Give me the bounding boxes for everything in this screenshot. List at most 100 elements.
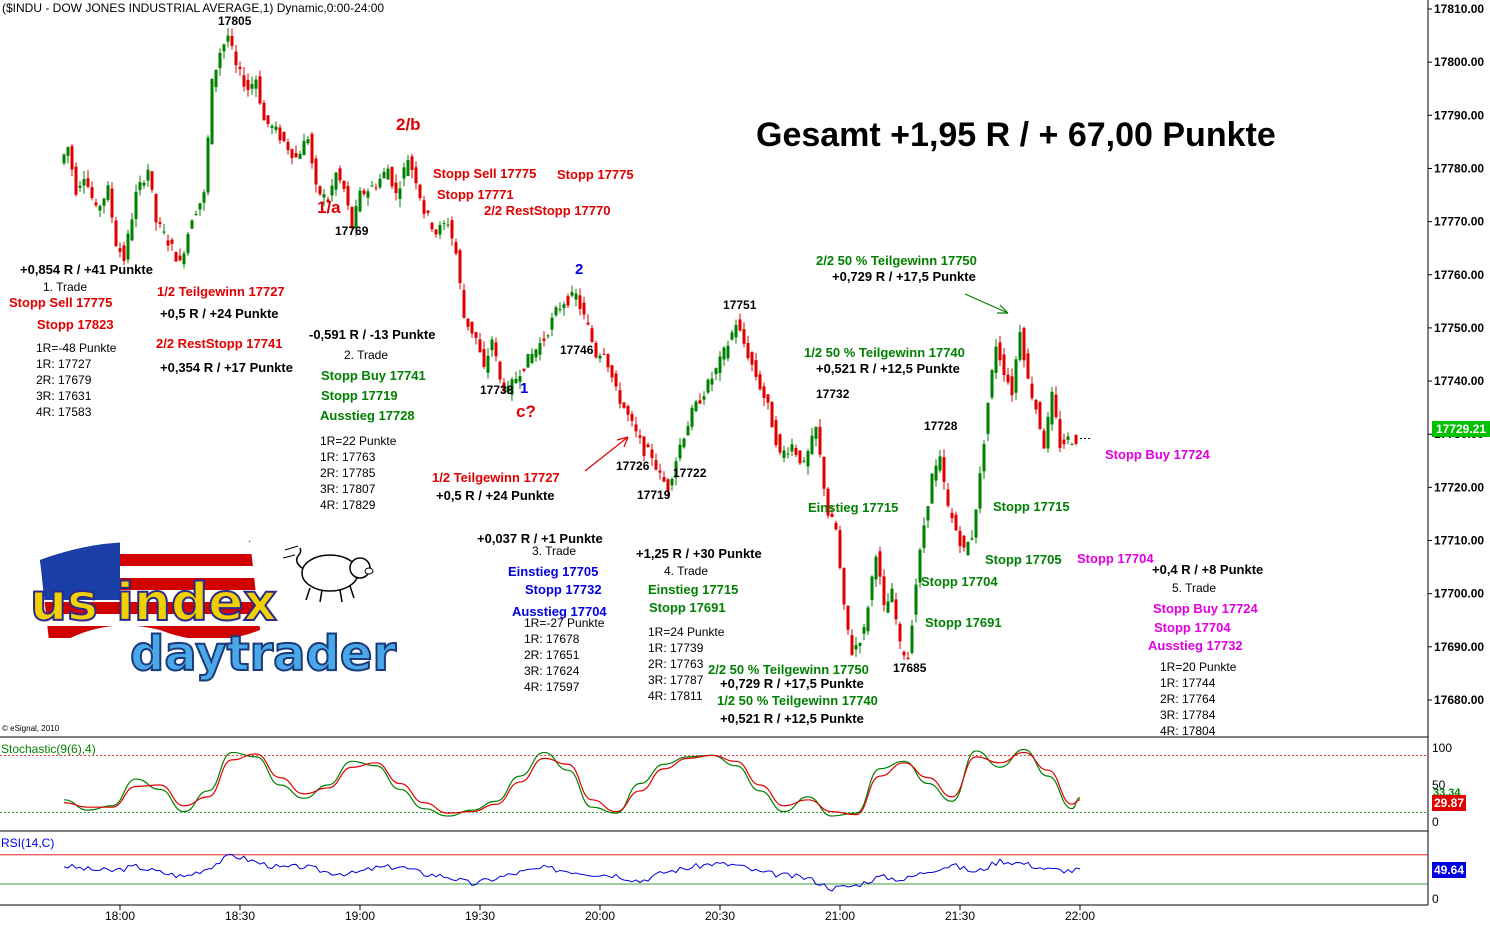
y-tick-label: 17810.00 <box>1434 2 1484 16</box>
candle-body <box>118 248 122 252</box>
wave-label: c? <box>516 402 536 421</box>
stopp-17704-magenta: Stopp 17704 <box>1077 551 1154 566</box>
candle-body <box>218 52 222 69</box>
candle-body <box>182 253 186 265</box>
price-label: 17685 <box>893 661 927 675</box>
trade1-r1: 1R: 17727 <box>36 357 92 371</box>
candle-body <box>1002 354 1006 375</box>
candle-body <box>290 149 294 159</box>
trade4-result: +1,25 R / +30 Punkte <box>636 546 762 561</box>
candle-body <box>594 342 598 358</box>
candle-body <box>930 473 934 504</box>
stoch-tick-label: 100 <box>1432 741 1452 755</box>
x-tick-label: 19:30 <box>465 909 495 923</box>
candle-body <box>906 657 910 660</box>
stoch-tag: 29.87 <box>1432 795 1466 811</box>
candle-body <box>214 69 218 88</box>
trade4-einstieg: Einstieg 17715 <box>648 582 739 597</box>
x-tick-label: 20:00 <box>585 909 615 923</box>
candle-body <box>686 426 690 436</box>
candle-body <box>346 185 350 206</box>
candle-body <box>678 444 682 459</box>
candle-body <box>222 44 226 52</box>
candle-body <box>406 160 410 176</box>
top-stopp-1: Stopp 17775 <box>557 167 634 182</box>
candle-body <box>546 335 550 337</box>
y-tick-label: 17680.00 <box>1434 693 1484 707</box>
stopp-17704-green: Stopp 17704 <box>921 574 998 589</box>
candle-body <box>358 190 362 212</box>
candle-body <box>414 167 418 184</box>
candle-body <box>74 166 78 195</box>
trade3-ausstieg: Ausstieg 17704 <box>512 604 607 619</box>
candle-body <box>230 36 234 47</box>
candle-body <box>446 224 450 226</box>
candle-body <box>486 355 490 373</box>
candle-body <box>670 478 674 486</box>
trade4-r3: 3R: 17787 <box>648 673 704 687</box>
candle-body <box>242 75 246 87</box>
candle-body <box>190 220 194 229</box>
candle-body <box>814 426 818 439</box>
candle-body <box>626 406 630 415</box>
candle-body <box>158 222 162 224</box>
candle-body <box>730 332 734 340</box>
candle-body <box>974 509 978 538</box>
candle-body <box>898 623 902 642</box>
candle-body <box>538 343 542 355</box>
candle-body <box>574 293 578 300</box>
trade2-r3: 3R: 17807 <box>320 482 376 496</box>
stopp-17705: Stopp 17705 <box>985 552 1062 567</box>
candle-body <box>262 102 266 121</box>
trade1-r0: 1R=-48 Punkte <box>36 341 117 355</box>
candle-body <box>946 489 950 506</box>
candle-body <box>306 139 310 144</box>
trade1-stopp-sell: Stopp Sell 17775 <box>9 295 113 310</box>
trade1-stopp: Stopp 17823 <box>37 317 114 332</box>
right-teilgewinn-2-result: +0,729 R / +17,5 Punkte <box>832 269 976 284</box>
price-label: 17728 <box>924 419 958 433</box>
candle-body <box>834 522 838 530</box>
headline-total: Gesamt +1,95 R / + 67,00 Punkte <box>756 116 1276 154</box>
candle-body <box>102 198 106 206</box>
candle-body <box>202 192 206 203</box>
candle-body <box>826 488 830 516</box>
price-label: 17751 <box>723 298 757 312</box>
trade2-result: -0,591 R / -13 Punkte <box>309 327 436 342</box>
candle-body <box>722 347 726 360</box>
candle-body <box>418 184 422 199</box>
candle-body <box>318 186 322 195</box>
mid-teilgewinn: 1/2 Teilgewinn 17727 <box>432 470 560 485</box>
candle-body <box>106 185 110 200</box>
candle-body <box>982 444 986 472</box>
pig-doodle-icon <box>282 545 374 603</box>
top-reststopp: 2/2 RestStopp 17770 <box>484 203 611 218</box>
stochastic-line <box>63 751 1081 816</box>
stopp-17691: Stopp 17691 <box>925 615 1002 630</box>
trade1-reststopp: 2/2 RestStopp 17741 <box>156 336 283 351</box>
wave-label: 2/b <box>396 115 421 134</box>
trade1-result: +0,854 R / +41 Punkte <box>20 262 153 277</box>
candle-body <box>1030 383 1034 399</box>
candle-body <box>998 342 1002 361</box>
candle-body <box>130 219 134 241</box>
candle-body <box>818 426 822 455</box>
candle-body <box>1006 374 1010 383</box>
candle-body <box>1062 439 1066 445</box>
candle-body <box>882 576 886 606</box>
candle-body <box>966 542 970 556</box>
arrow-head-icon <box>616 436 629 448</box>
us-index-daytrader-logo: us index daytrader <box>29 540 397 683</box>
candle-body <box>746 343 750 359</box>
x-tick-label: 22:00 <box>1065 909 1095 923</box>
candle-body <box>570 292 574 296</box>
candle-body <box>398 188 402 199</box>
candle-body <box>942 457 946 482</box>
trade5-title: 5. Trade <box>1172 581 1217 595</box>
y-tick-label: 17740.00 <box>1434 374 1484 388</box>
candle-body <box>226 35 230 42</box>
candle-body <box>518 376 522 382</box>
rsi-tick-label: 0 <box>1432 892 1439 906</box>
candle-body <box>250 84 254 89</box>
candle-body <box>702 396 706 400</box>
